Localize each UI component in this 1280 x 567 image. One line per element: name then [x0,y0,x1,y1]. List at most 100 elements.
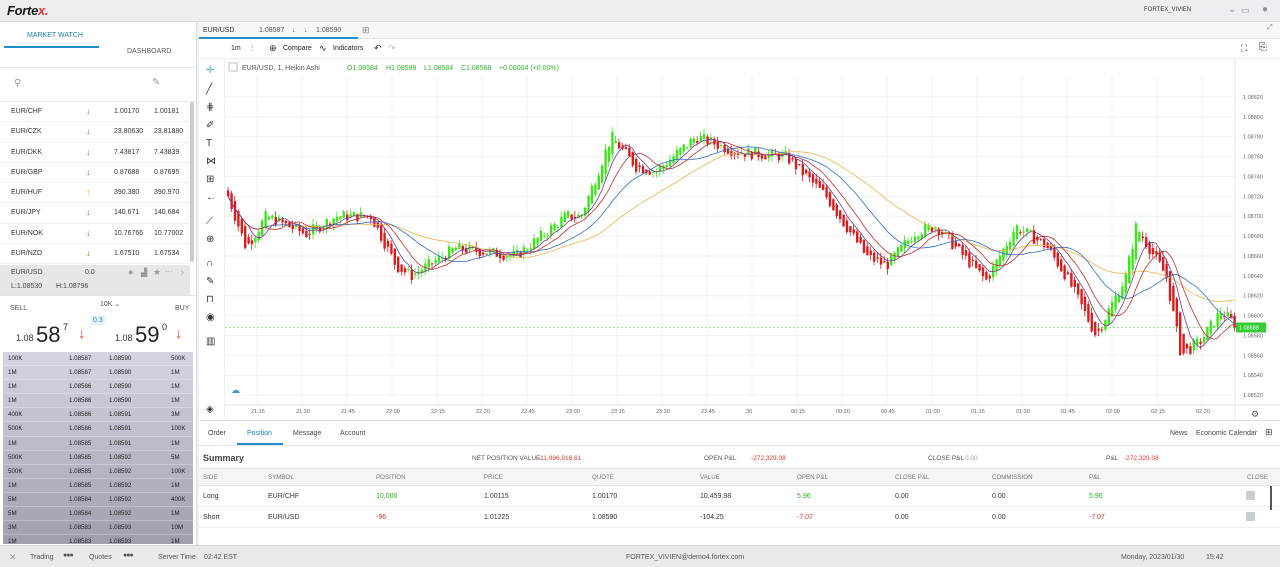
header-position[interactable]: POSITION [376,474,406,481]
depth-row[interactable]: 1M 1.08583 1.08593 1M [3,535,193,544]
watchlist-row[interactable]: EUR/DKK ↓ 7.43817 7.43839 [0,143,190,163]
depth-row[interactable]: 100K 1.08587 1.08590 500K [3,352,193,367]
header-price[interactable]: PRICE [484,474,503,481]
tab-dashboard[interactable]: DASHBOARD [127,48,172,55]
indicators-button[interactable]: Indicators [333,45,364,52]
compare-button[interactable]: Compare [283,45,312,52]
candle-body [801,164,804,176]
depth-row[interactable]: 5M 1.08584 1.08592 400K [3,492,193,508]
header-quote[interactable]: QUOTE [592,474,615,481]
ruler-icon[interactable]: ⟋ [206,216,213,227]
chart-tab-symbol[interactable]: EUR/USD [203,27,235,34]
economic-calendar-link[interactable]: Economic Calendar [1196,430,1258,437]
crosshair-icon[interactable]: ✛ [206,65,215,76]
header-pl[interactable]: P&L [1089,474,1101,481]
window-control-icon[interactable]: ▭ [1241,5,1250,15]
trend-line-icon[interactable]: ╱ [206,84,213,95]
news-link[interactable]: News [1170,430,1188,437]
depth-row[interactable]: 5M 1.08584 1.08592 1M [3,507,193,522]
table-scrollbar[interactable] [1270,486,1272,510]
chevron-right-icon[interactable]: › [181,267,184,277]
header-side[interactable]: SIDE [203,474,218,481]
depth-cell: 1.08590 [109,383,132,391]
indicators-icon[interactable]: ∿ [319,43,327,53]
zoom-icon[interactable]: ⊕ [206,234,215,245]
magnet-icon[interactable]: ∩ [206,258,214,269]
candle-type-icon[interactable]: ⫶ [251,43,254,53]
candle-body [951,233,954,249]
chart-icon[interactable]: ▟ [141,268,148,277]
watchlist-row[interactable]: EUR/NOK ↓ 10.76766 10.77002 [0,224,190,245]
depth-row[interactable]: 400K 1.08586 1.08591 3M [3,408,193,423]
depth-row[interactable]: 500K 1.08586 1.08591 100K [3,422,193,437]
candle-body [733,153,736,155]
info-icon[interactable]: ● [128,267,134,277]
layers-icon[interactable]: ◈ [206,404,214,415]
tab-position[interactable]: Position [247,430,272,437]
candle-body [1216,312,1219,327]
depth-row[interactable]: 1M 1.08586 1.08590 1M [3,380,193,395]
camera-icon[interactable]: ⎘ [1259,42,1267,53]
watchlist-row[interactable]: EUR/CZK ↓ 23.80630 23.81880 [0,122,190,143]
price-chart[interactable]: 1.08820 1.08800 1.08780 1.08760 1.08740 1.087… [225,59,1280,419]
watchlist-row[interactable]: EUR/GBP ↓ 0.87688 0.87695 [0,163,190,184]
compare-add-icon[interactable]: ⊕ [269,43,277,53]
buy-button[interactable]: 1.08 59 0 ↓ [115,322,183,347]
interval-button[interactable]: 1m [231,45,241,52]
watchlist-scrollbar[interactable] [190,102,194,262]
fullscreen-icon[interactable]: ⛶ [1241,43,1248,53]
selected-symbol-row[interactable]: EUR/USD 0.0 ● ▟ ★ ⋯ › L:1.08530 H:1.0879… [0,265,190,295]
trade-size-select[interactable]: 10K ⌄ [100,301,121,308]
lock-icon[interactable]: ⊓ [206,294,214,305]
back-arrow-icon[interactable]: ← [206,192,216,203]
close-position-button[interactable] [1246,491,1255,500]
brush-icon[interactable]: ✐ [206,120,215,131]
header-close-pl[interactable]: CLOSE P&L [895,474,930,481]
watchlist-row[interactable]: EUR/CHF ↓ 1.00170 1.00181 [0,102,190,123]
edit-icon[interactable]: ✎ [152,77,161,88]
header-symbol[interactable]: SYMBOL [268,474,294,481]
depth-row[interactable]: 1M 1.08587 1.08590 1M [3,366,193,381]
depth-row[interactable]: 1M 1.08585 1.08591 1M [3,436,193,451]
pattern-icon[interactable]: ⋈ [206,156,216,167]
more-icon[interactable]: ⋯ [165,267,173,276]
depth-row[interactable]: 3M 1.08583 1.08593 10M [3,521,193,536]
star-icon[interactable]: ★ [153,267,162,277]
popout-icon[interactable]: ⤢ [1267,24,1273,31]
add-tab-icon[interactable]: ⊞ [362,25,370,35]
layout-icon[interactable]: ⊞ [1265,427,1273,437]
table-row[interactable]: Long EUR/CHF 10,000 1.00115 1.00170 10,4… [199,486,1280,507]
watchlist-row[interactable]: EUR/JPY ↓ 140.671 140.684 [0,203,190,224]
table-row[interactable]: Short EUR/USD -96 1.01225 1.08590 -104.2… [199,507,1280,528]
header-commission[interactable]: COMMISSION [992,474,1033,481]
redo-icon[interactable]: ↷ [388,43,396,53]
trash-icon[interactable]: ▥ [206,336,216,347]
tab-message[interactable]: Message [293,430,322,437]
fib-icon[interactable]: ⋕ [206,102,215,113]
header-open-pl[interactable]: OPEN P&L [797,474,828,481]
undo-icon[interactable]: ↶ [374,43,382,53]
tools-icon[interactable]: ✕ [9,552,17,562]
user-icon[interactable]: ● [1262,4,1269,15]
time-tick: 22:15 [431,409,445,415]
header-close[interactable]: CLOSE [1247,474,1268,481]
tab-order[interactable]: Order [208,430,226,437]
tab-account[interactable]: Account [340,430,366,437]
candle-body [1165,263,1168,279]
header-value[interactable]: VALUE [700,474,720,481]
sell-button[interactable]: 1.08 58 7 ↓ [16,322,86,347]
watchlist-row[interactable]: EUR/HUF ↑ 390.380 390.970 [0,183,190,204]
tab-market-watch[interactable]: MARKET WATCH [27,32,83,39]
eye-icon[interactable]: ◉ [206,312,215,323]
depth-row[interactable]: 500K 1.08585 1.08592 100K [3,464,193,479]
depth-row[interactable]: 500K 1.08585 1.08592 5M [3,450,193,465]
text-icon[interactable]: T [206,138,213,149]
projection-icon[interactable]: ⊞ [206,174,215,185]
lock-drawing-icon[interactable]: ✎ [206,276,215,287]
depth-row[interactable]: 1M 1.08585 1.08592 1M [3,478,193,493]
search-icon[interactable]: ⚲ [14,78,22,89]
watchlist-row[interactable]: EUR/NZD ↓ 1.67510 1.67534 [0,244,190,265]
expand-icon[interactable]: ⌄ [1228,4,1237,15]
depth-row[interactable]: 1M 1.08586 1.08590 1M [3,394,193,409]
close-position-button[interactable] [1246,512,1255,521]
